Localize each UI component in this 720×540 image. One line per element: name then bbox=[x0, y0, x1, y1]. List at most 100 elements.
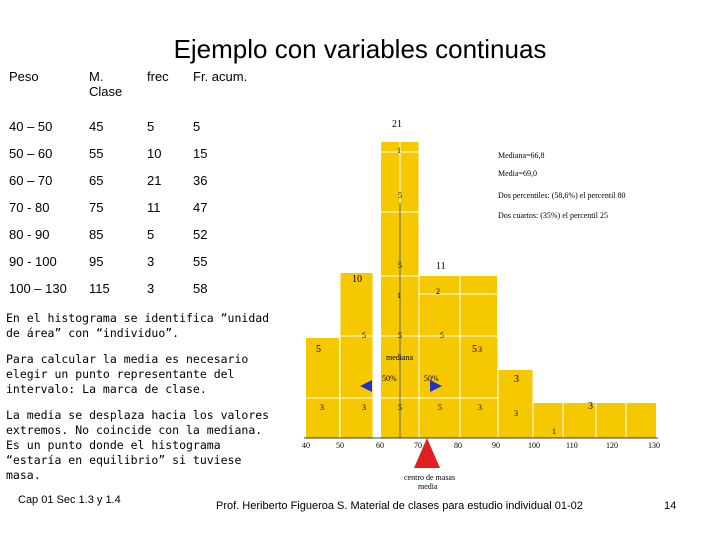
paragraph: En el histograma se identifica “unidad d… bbox=[6, 311, 278, 341]
table-cell: 115 bbox=[82, 274, 141, 302]
inner-label: 5 bbox=[440, 331, 444, 340]
histogram-svg: 5 10 21 11 5 3 3 1 5 5 1 2 5 5 5 3 3 5 5… bbox=[302, 119, 660, 450]
inner-label: 5 bbox=[438, 403, 442, 412]
histogram-figure: 5 10 21 11 5 3 3 1 5 5 1 2 5 5 5 3 3 5 5… bbox=[276, 108, 682, 453]
table-cell: 47 bbox=[186, 193, 272, 221]
bar-40-50 bbox=[306, 338, 339, 438]
table-row: 80 - 90 85 5 52 bbox=[2, 220, 272, 248]
left-percent: 50% bbox=[382, 374, 397, 383]
chart-note: Media=69,0 bbox=[498, 169, 537, 178]
bar-top-label: 3 bbox=[588, 401, 593, 412]
bar-top-label: 21 bbox=[392, 119, 402, 130]
right-percent: 50% bbox=[424, 374, 439, 383]
table-header: Fr. acum. bbox=[186, 66, 272, 113]
table-cell: 5 bbox=[140, 220, 187, 248]
table-row: 60 – 70 65 21 36 bbox=[2, 166, 272, 194]
bar-top-label: 5 bbox=[316, 344, 321, 355]
inner-label: 5 bbox=[398, 261, 402, 270]
table-cell: 50 – 60 bbox=[2, 139, 83, 167]
inner-label: 1 bbox=[397, 291, 401, 300]
table-header: M. Clase bbox=[82, 66, 141, 113]
table-cell: 90 - 100 bbox=[2, 247, 83, 275]
table-cell: 85 bbox=[82, 220, 141, 248]
table-header: Peso bbox=[2, 66, 83, 113]
table-cell: 5 bbox=[186, 112, 272, 140]
mediana-label: mediana bbox=[386, 353, 414, 362]
table-cell: 5 bbox=[140, 112, 187, 140]
triangle-marker-icon bbox=[414, 438, 440, 468]
bar-top-label: 5 bbox=[472, 344, 477, 355]
inner-label: 3 bbox=[514, 409, 518, 418]
table-cell: 10 bbox=[140, 139, 187, 167]
table-row: 40 – 50 45 5 5 bbox=[2, 112, 272, 140]
frequency-table: Peso M. Clase frec Fr. acum. 40 – 50 45 5 5… bbox=[2, 66, 272, 302]
table-cell: 40 – 50 bbox=[2, 112, 83, 140]
table-cell: 58 bbox=[186, 274, 272, 302]
table-cell: 80 - 90 bbox=[2, 220, 83, 248]
table-cell: 55 bbox=[186, 247, 272, 275]
table-cell: 21 bbox=[140, 166, 187, 194]
inner-label: 3 bbox=[478, 403, 482, 412]
bar-top-label: 11 bbox=[436, 261, 446, 272]
table-cell: 45 bbox=[82, 112, 141, 140]
bar-top-label: 10 bbox=[352, 274, 362, 285]
inner-label: 2 bbox=[436, 287, 440, 296]
right-arrow-icon bbox=[430, 380, 442, 392]
table-row: 70 - 80 75 11 47 bbox=[2, 193, 272, 221]
table-cell: 95 bbox=[82, 247, 141, 275]
inner-label: 5 bbox=[398, 191, 402, 200]
table-cell: 55 bbox=[82, 139, 141, 167]
centre-label: centro de masas bbox=[404, 473, 455, 482]
table-cell: 65 bbox=[82, 166, 141, 194]
table-cell: 70 - 80 bbox=[2, 193, 83, 221]
bar-90-100 bbox=[498, 370, 533, 438]
left-arrow-icon bbox=[360, 380, 372, 392]
inner-label: 5 bbox=[398, 331, 402, 340]
axis-tick: 40 bbox=[302, 441, 310, 450]
axis-tick: 60 bbox=[376, 441, 384, 450]
axis-tick: 130 bbox=[648, 441, 660, 450]
bar-top-label: 3 bbox=[514, 374, 519, 385]
inner-label: 1 bbox=[397, 146, 401, 155]
bar-80-90 bbox=[460, 338, 498, 438]
table-row: 90 - 100 95 3 55 bbox=[2, 247, 272, 275]
axis-tick: 70 bbox=[414, 441, 422, 450]
table-cell: 15 bbox=[186, 139, 272, 167]
footer-chapter: Cap 01 Sec 1.3 y 1.4 bbox=[18, 494, 121, 506]
table-row: 50 – 60 55 10 15 bbox=[2, 139, 272, 167]
centre-marker: centro de masas media bbox=[404, 438, 455, 491]
table-cell: 52 bbox=[186, 220, 272, 248]
table-cell: 3 bbox=[140, 247, 187, 275]
axis-tick: 110 bbox=[566, 441, 578, 450]
inner-label: 5 bbox=[398, 403, 402, 412]
table-cell: 60 – 70 bbox=[2, 166, 83, 194]
inner-label: 1 bbox=[552, 427, 556, 436]
footer-credit: Prof. Heriberto Figueroa S. Material de … bbox=[216, 500, 583, 512]
table-header-row: Peso M. Clase frec Fr. acum. bbox=[2, 66, 272, 113]
inner-label: 3 bbox=[362, 403, 366, 412]
inner-label: 5 bbox=[362, 331, 366, 340]
chart-note: Mediana=66,8 bbox=[498, 151, 545, 160]
axis-tick: 100 bbox=[528, 441, 540, 450]
bar-100-130 bbox=[533, 403, 656, 438]
inner-label: 3 bbox=[320, 403, 324, 412]
table-header: frec bbox=[140, 66, 187, 113]
slide-title: Ejemplo con variables continuas bbox=[173, 34, 547, 64]
table-cell: 3 bbox=[140, 274, 187, 302]
axis-tick: 90 bbox=[492, 441, 500, 450]
axis-tick: 50 bbox=[336, 441, 344, 450]
chart-note: Dos percentiles: (58,6%) el percentil 80 bbox=[498, 191, 626, 200]
paragraph: Para calcular la media es necesario eleg… bbox=[6, 352, 278, 397]
inner-label: 3 bbox=[478, 345, 482, 354]
chart-note: Dos cuartos: (35%) el percentil 25 bbox=[498, 211, 608, 220]
paragraph: La media se desplaza hacia los valores e… bbox=[6, 408, 278, 483]
axis-tick: 120 bbox=[606, 441, 618, 450]
table-row: 100 – 130 115 3 58 bbox=[2, 274, 272, 302]
table-cell: 36 bbox=[186, 166, 272, 194]
axis-tick: 80 bbox=[454, 441, 462, 450]
table-cell: 100 – 130 bbox=[2, 274, 83, 302]
centre-label: media bbox=[418, 482, 438, 491]
page-number: 14 bbox=[664, 500, 677, 512]
table-cell: 75 bbox=[82, 193, 141, 221]
bar-50-60 bbox=[340, 273, 373, 438]
